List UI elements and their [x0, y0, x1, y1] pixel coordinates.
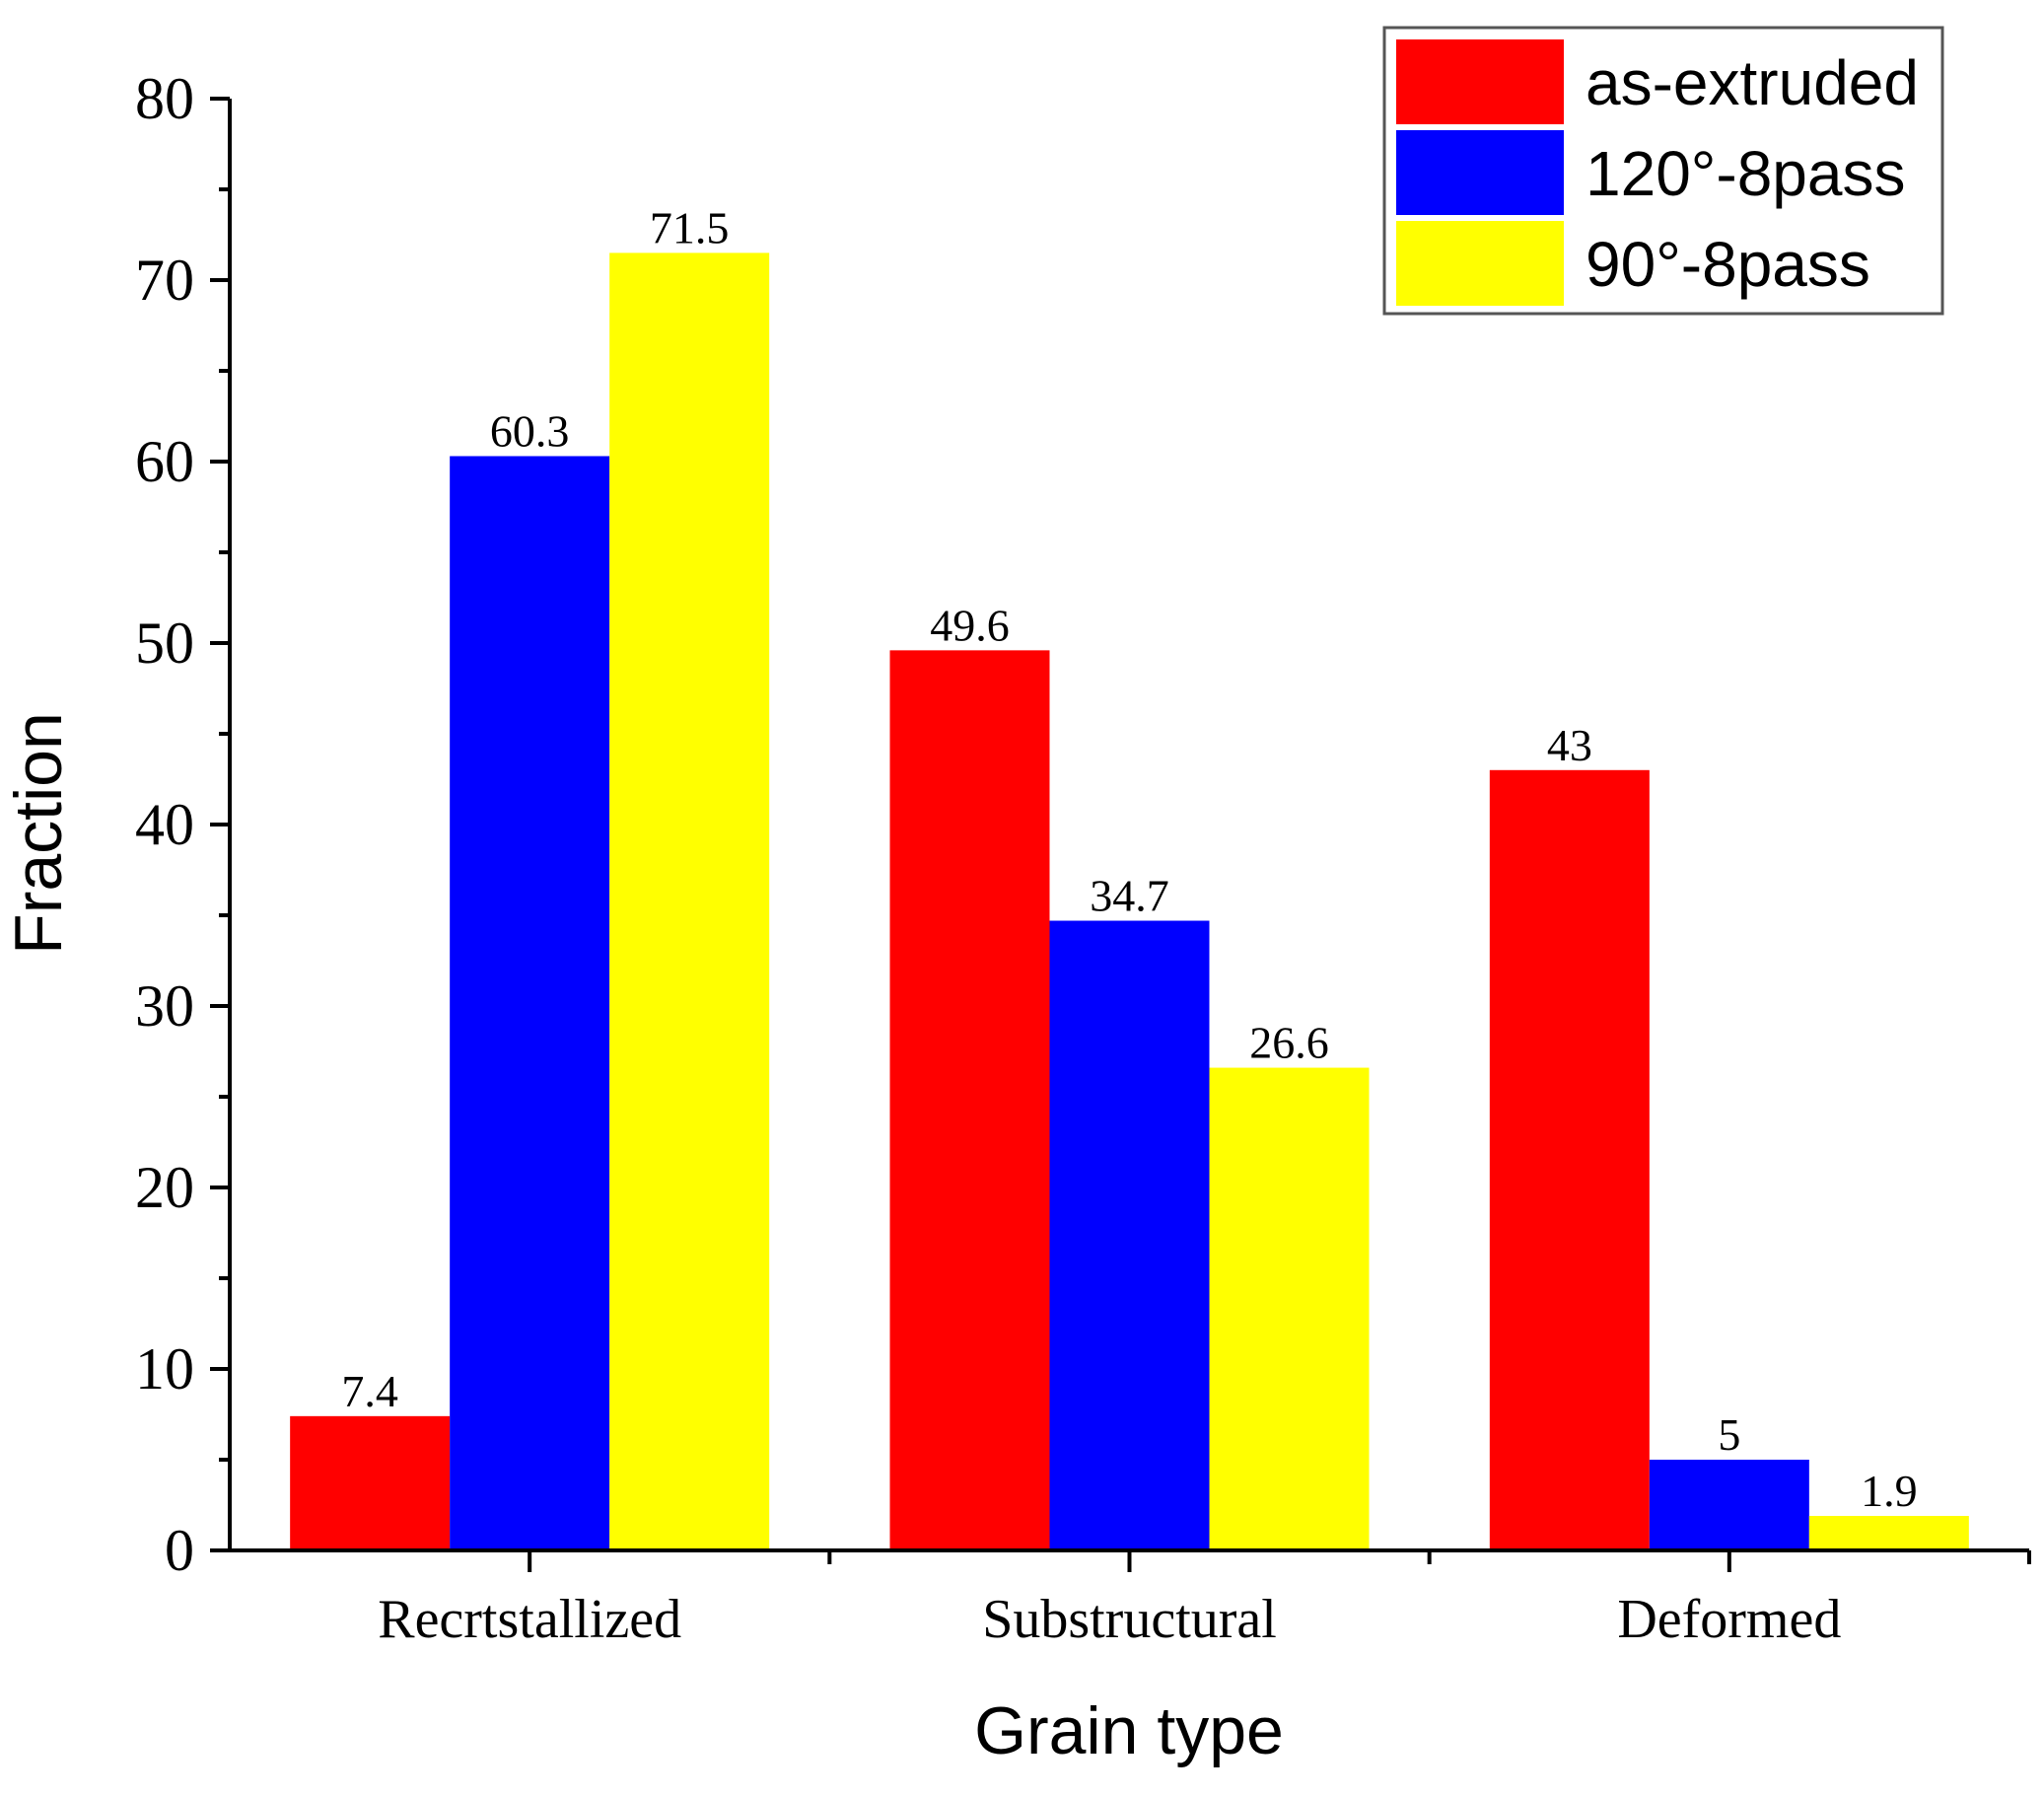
bar — [1489, 769, 1650, 1550]
data-label: 5 — [1718, 1409, 1740, 1460]
y-tick-label: 60 — [135, 429, 194, 494]
data-label: 43 — [1547, 720, 1592, 770]
bar — [1209, 1067, 1370, 1550]
y-tick-label: 30 — [135, 973, 194, 1039]
bar — [1049, 920, 1210, 1550]
legend-swatch — [1396, 130, 1564, 215]
bar — [1649, 1460, 1809, 1550]
bar — [609, 252, 770, 1550]
data-labels-group: 7.4 60.3 71.5 49.6 34.7 26.6 43 5 1.9 — [341, 202, 1917, 1516]
y-tick-label: 20 — [135, 1155, 194, 1220]
data-label: 7.4 — [341, 1366, 398, 1416]
data-label: 60.3 — [490, 405, 570, 456]
x-tick-label: Substructural — [982, 1589, 1277, 1650]
bar — [290, 1415, 451, 1550]
legend-label: 90°-8pass — [1586, 229, 1870, 300]
data-label: 26.6 — [1249, 1018, 1329, 1068]
legend-label: as-extruded — [1586, 47, 1919, 118]
legend-swatch — [1396, 39, 1564, 124]
data-label: 34.7 — [1090, 871, 1169, 921]
legend-label: 120°-8pass — [1586, 138, 1905, 209]
y-axis-title: Fraction — [1, 712, 76, 955]
x-tick-label: Deformed — [1617, 1589, 1841, 1650]
data-label: 1.9 — [1861, 1466, 1918, 1516]
data-label: 71.5 — [650, 202, 730, 252]
bar — [1808, 1516, 1969, 1550]
x-ticks-group: Recrtstallized Substructural Deformed — [378, 1550, 2031, 1650]
bar — [450, 456, 610, 1551]
y-ticks-group: 0 10 20 30 40 50 60 70 80 — [135, 66, 230, 1583]
y-tick-label: 0 — [165, 1518, 194, 1583]
y-tick-label: 80 — [135, 66, 194, 131]
legend-swatch — [1396, 221, 1564, 306]
y-tick-label: 50 — [135, 611, 194, 676]
data-label: 49.6 — [930, 600, 1010, 650]
bars-group — [290, 252, 1969, 1551]
y-tick-label: 10 — [135, 1336, 194, 1402]
x-axis-title: Grain type — [974, 1693, 1284, 1768]
y-tick-label: 70 — [135, 248, 194, 313]
x-tick-label: Recrtstallized — [378, 1589, 681, 1650]
y-tick-label: 40 — [135, 792, 194, 857]
legend: as-extruded 120°-8pass 90°-8pass — [1382, 26, 1944, 316]
bar — [889, 650, 1050, 1550]
